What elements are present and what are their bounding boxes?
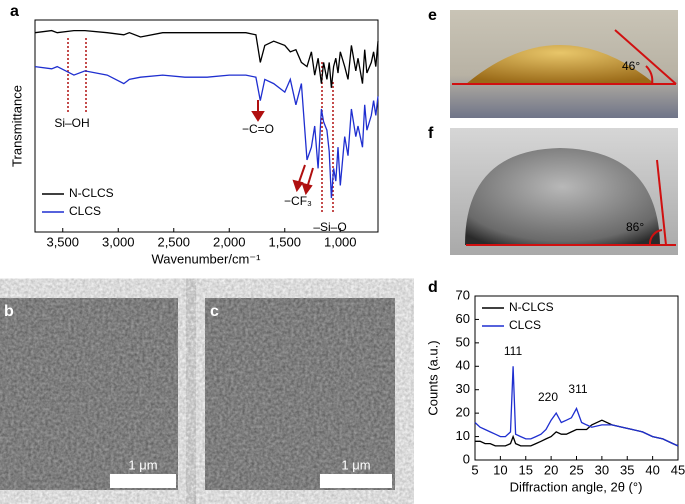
data-line <box>34 29 379 88</box>
legend-label: CLCS <box>69 204 101 218</box>
scale-bar <box>110 474 176 488</box>
data-line <box>34 65 379 199</box>
droplet <box>466 45 655 84</box>
x-tick-label: 1,000 <box>324 234 357 249</box>
panel-label: e <box>428 7 437 24</box>
x-tick-label: 30 <box>595 462 609 477</box>
y-axis-label: Counts (a.u.) <box>425 340 440 415</box>
panel-label: a <box>10 3 19 20</box>
droplet <box>465 148 660 245</box>
y-tick-label: 0 <box>463 451 470 466</box>
arrows <box>251 100 314 196</box>
scale-label: 1 μm <box>128 457 157 472</box>
plot-frame <box>34 19 379 233</box>
x-tick-label: 2,000 <box>213 234 246 249</box>
panel-label: c <box>210 303 219 320</box>
legend-label: N-CLCS <box>69 186 114 200</box>
x-tick-label: 40 <box>645 462 659 477</box>
sem-texture <box>205 298 395 490</box>
sem-texture <box>0 298 178 490</box>
annotation: Si–OH <box>54 116 89 130</box>
x-tick-label: 3,000 <box>102 234 135 249</box>
tangent <box>614 29 677 85</box>
angle-arc <box>645 65 654 85</box>
y-axis-label: Transmittance <box>9 85 24 167</box>
panel-label: f <box>428 125 434 142</box>
x-tick-label: 35 <box>620 462 634 477</box>
y-tick-label: 10 <box>456 428 470 443</box>
x-axis-label: Wavenumber/cm⁻¹ <box>152 251 262 266</box>
panel-label: d <box>428 279 438 296</box>
annotation: 220 <box>538 390 558 404</box>
scale-bar <box>320 474 392 488</box>
annotation: –Si–O <box>313 220 346 234</box>
x-axis-label: Diffraction angle, 2θ (°) <box>510 479 643 494</box>
x-tick-label: 2,500 <box>157 234 190 249</box>
panel-label: b <box>4 303 14 320</box>
data-line <box>474 366 679 447</box>
x-tick-label: 25 <box>569 462 583 477</box>
x-tick-label: 20 <box>544 462 558 477</box>
y-tick-label: 40 <box>456 358 470 373</box>
x-tick-label: 15 <box>519 462 533 477</box>
x-tick-label: 10 <box>493 462 507 477</box>
legend-label: N-CLCS <box>509 300 554 314</box>
x-tick-label: 5 <box>471 462 478 477</box>
legend-label: CLCS <box>509 318 541 332</box>
angle-arc <box>648 229 663 246</box>
x-tick-label: 3,500 <box>46 234 79 249</box>
annotation: 311 <box>568 382 587 396</box>
angle-label: 86° <box>626 220 644 234</box>
y-tick-label: 70 <box>456 287 470 302</box>
annotation: −CF₃ <box>284 194 312 208</box>
angle-label: 46° <box>622 59 640 73</box>
y-tick-label: 20 <box>456 405 470 420</box>
scale-label: 1 μm <box>341 457 370 472</box>
x-tick-label: 1,500 <box>268 234 301 249</box>
data-line <box>475 419 679 447</box>
annotation: −C=O <box>242 122 274 136</box>
y-tick-label: 50 <box>456 334 470 349</box>
plot-frame <box>474 295 679 461</box>
annotation: 111 <box>504 344 523 358</box>
reference-lines <box>67 38 334 212</box>
y-tick-label: 60 <box>456 311 470 326</box>
y-tick-label: 30 <box>456 381 470 396</box>
tangent <box>656 159 667 246</box>
x-tick-label: 45 <box>671 462 685 477</box>
